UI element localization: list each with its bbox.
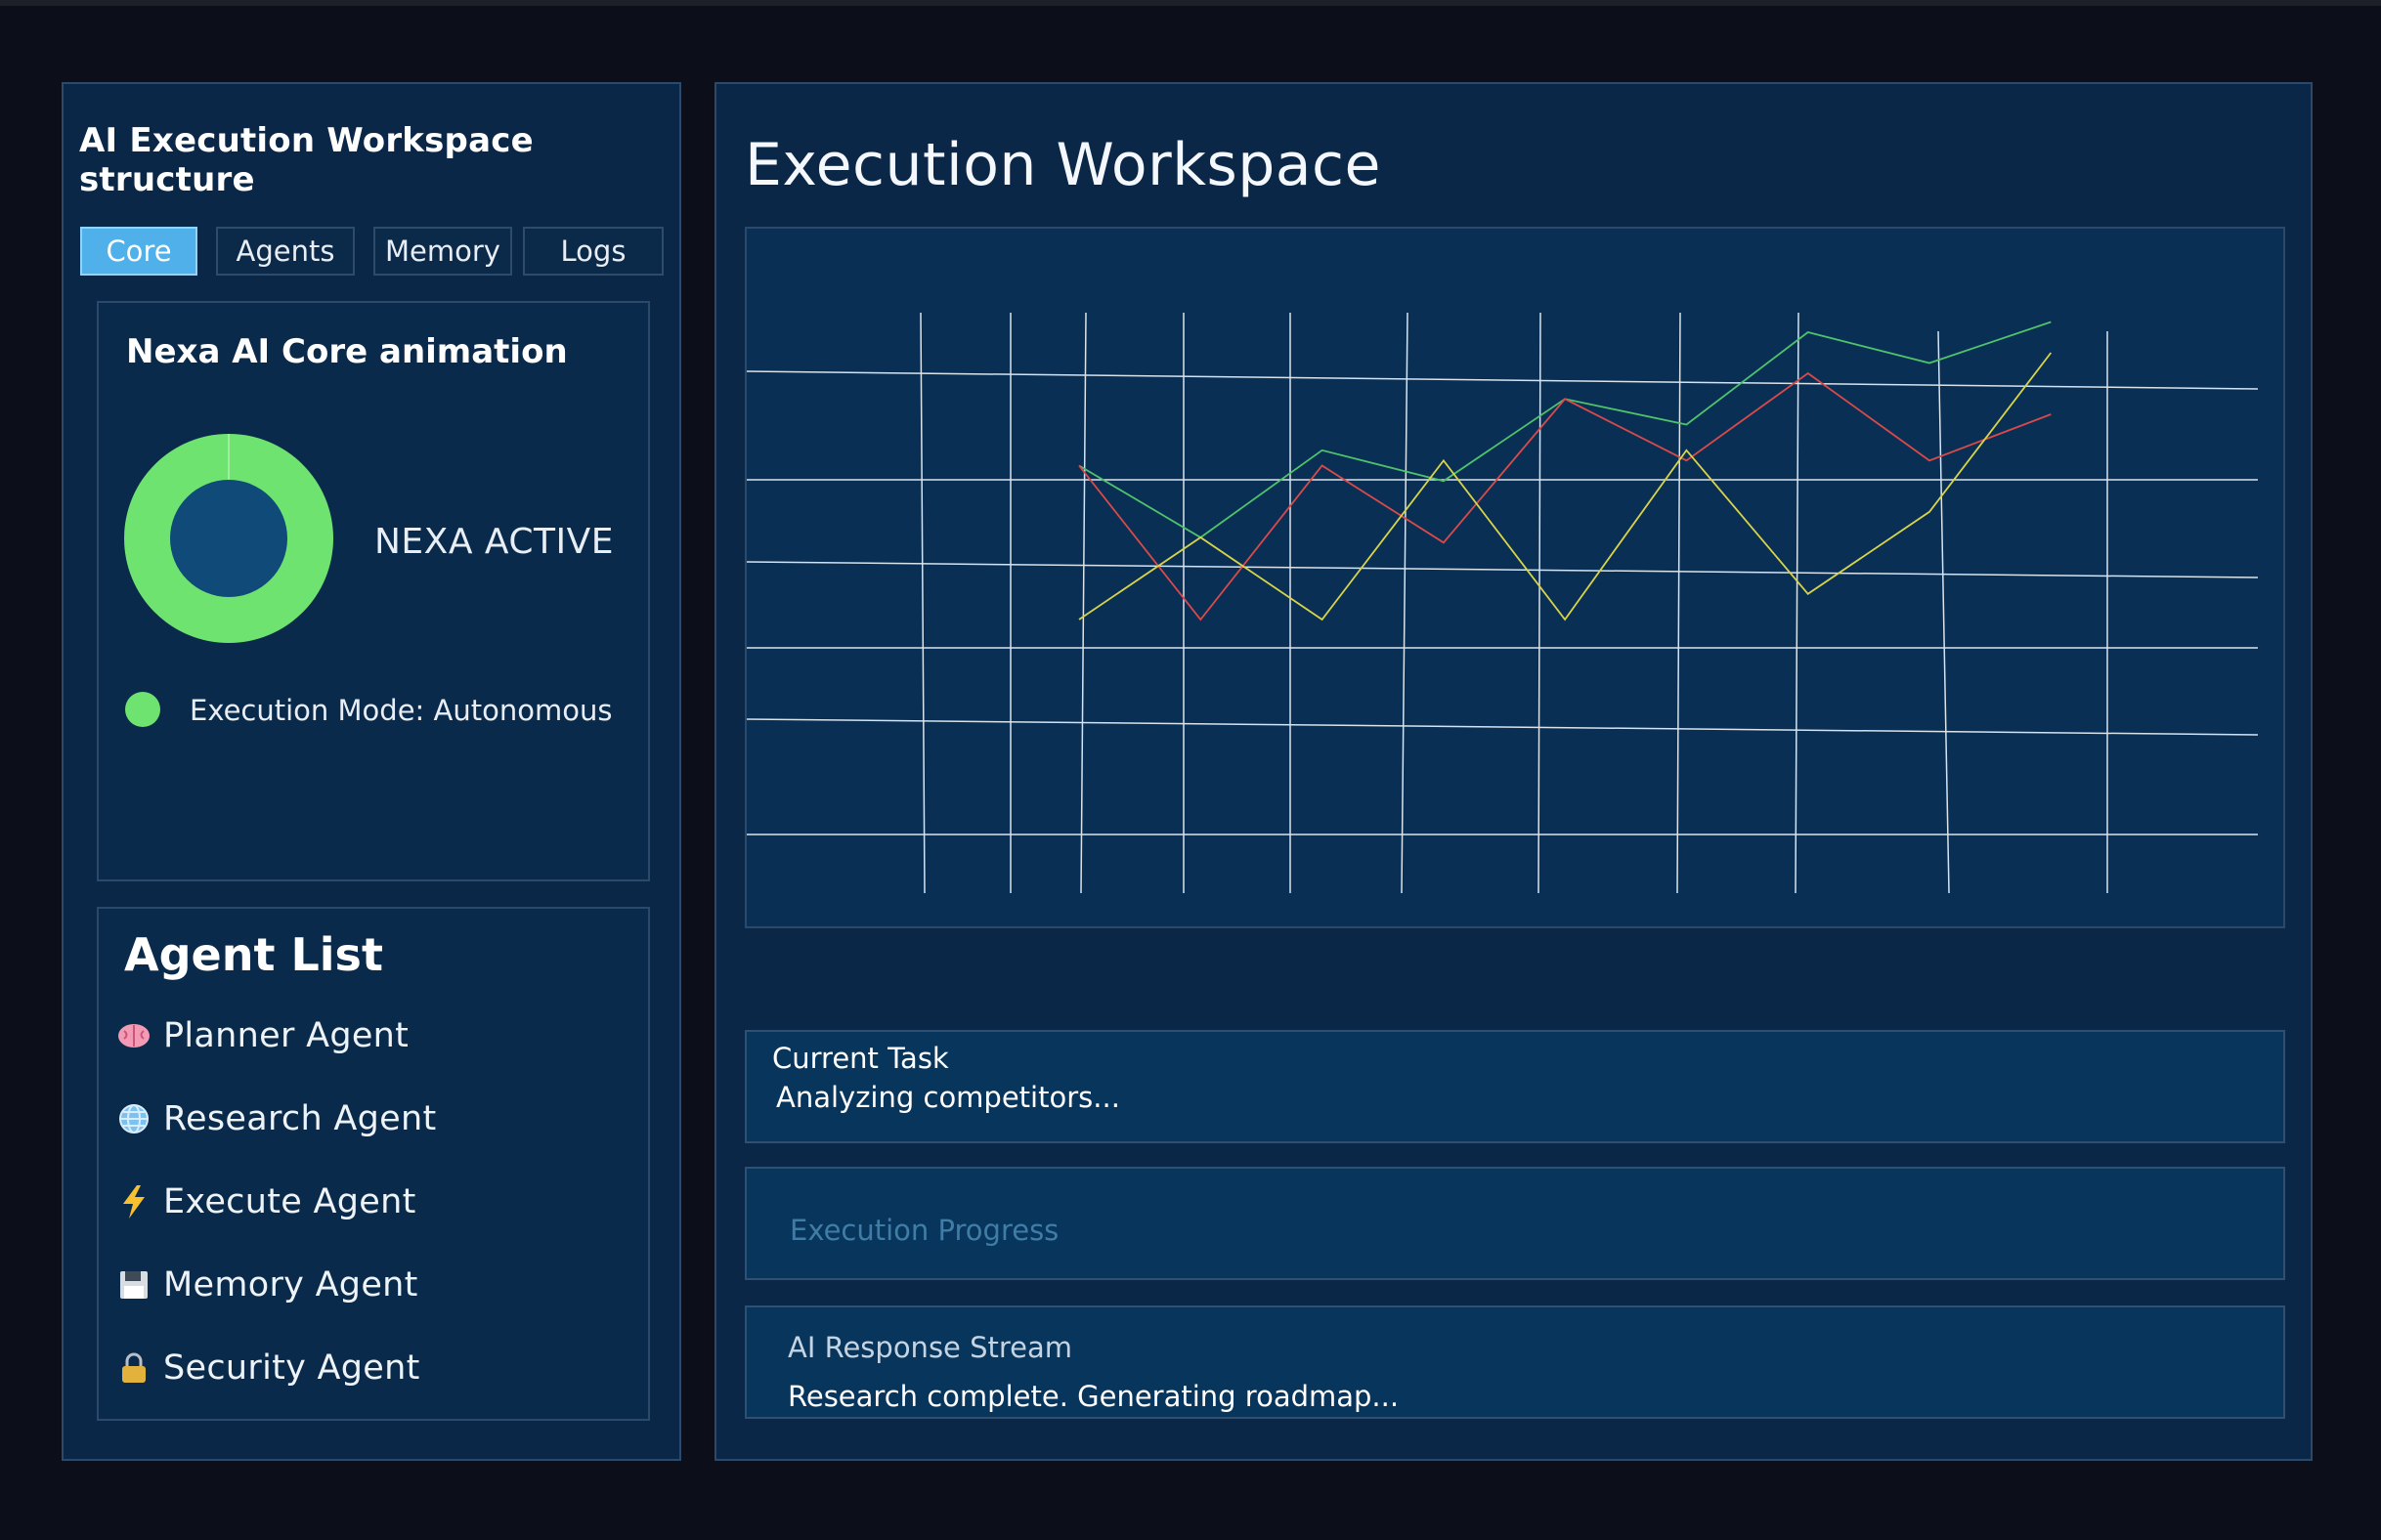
chart-gridline-vertical (1080, 312, 1087, 894)
agent-item-memory[interactable]: Memory Agent (116, 1261, 418, 1309)
chart-gridline-horizontal (747, 370, 2259, 390)
globe-icon (116, 1101, 152, 1136)
agent-item-planner[interactable]: Planner Agent (116, 1011, 409, 1060)
current-task-card: Current Task Analyzing competitors... (745, 1030, 2285, 1143)
workspace-panel: Execution Workspace Current Task Analyzi… (714, 82, 2313, 1461)
chart-gridline-vertical (1537, 312, 1541, 894)
structure-panel: AI Execution Workspace structure Core Ag… (62, 82, 681, 1461)
window-top-border (0, 0, 2381, 6)
agent-label: Memory Agent (163, 1265, 418, 1305)
tab-agents[interactable]: Agents (216, 227, 355, 276)
agent-label: Execute Agent (163, 1182, 416, 1221)
panel-title: AI Execution Workspace structure (79, 121, 534, 199)
tab-memory[interactable]: Memory (373, 227, 512, 276)
agent-item-research[interactable]: Research Agent (116, 1094, 436, 1143)
brain-icon (116, 1018, 152, 1053)
chart-canvas (747, 312, 2259, 894)
core-status-text: NEXA ACTIVE (374, 522, 615, 562)
status-dot (125, 692, 160, 727)
core-donut-indicator (124, 434, 333, 643)
agent-label: Planner Agent (163, 1016, 410, 1055)
chart-gridline-vertical (1401, 312, 1408, 894)
chart-gridline-vertical (1795, 312, 1799, 894)
current-task-value: Analyzing competitors... (776, 1081, 1120, 1114)
core-card: Nexa AI Core animation NEXA ACTIVE Execu… (97, 301, 650, 881)
tab-core[interactable]: Core (80, 227, 197, 276)
response-stream-label: AI Response Stream (788, 1331, 1073, 1364)
agent-label: Research Agent (163, 1099, 437, 1138)
chart-gridline-horizontal (747, 718, 2259, 736)
chart-gridline-vertical (1937, 330, 1950, 894)
current-task-label: Current Task (772, 1042, 949, 1075)
lightning-icon (116, 1184, 152, 1219)
agent-item-security[interactable]: Security Agent (116, 1344, 420, 1392)
tab-logs[interactable]: Logs (523, 227, 664, 276)
chart-gridline-vertical (1676, 312, 1681, 894)
donut-tick (228, 434, 230, 480)
core-title: Nexa AI Core animation (126, 332, 568, 371)
chart-gridline-vertical (920, 312, 926, 894)
chart-series-line-2 (1078, 371, 2052, 621)
execution-progress-placeholder: Execution Progress (790, 1214, 1060, 1247)
chart-series-line-3 (1078, 352, 2053, 621)
response-stream-card: AI Response Stream Research complete. Ge… (745, 1305, 2285, 1419)
donut-center (170, 480, 287, 597)
chart-series-line-1 (1078, 321, 2052, 539)
response-stream-value: Research complete. Generating roadmap... (788, 1380, 1400, 1413)
lock-icon (116, 1350, 152, 1386)
agent-list-title: Agent List (124, 928, 383, 981)
page-title: Execution Workspace (745, 131, 1381, 199)
execution-mode-text: Execution Mode: Autonomous (190, 694, 613, 727)
agent-list-card: Agent List Planner Agent Research Agent (97, 907, 650, 1421)
execution-progress-field[interactable]: Execution Progress (745, 1167, 2285, 1280)
chart-gridline-horizontal (747, 561, 2259, 578)
floppy-disk-icon (116, 1267, 152, 1303)
agent-label: Security Agent (163, 1348, 420, 1388)
execution-chart (745, 227, 2285, 928)
agent-item-execute[interactable]: Execute Agent (116, 1177, 416, 1226)
